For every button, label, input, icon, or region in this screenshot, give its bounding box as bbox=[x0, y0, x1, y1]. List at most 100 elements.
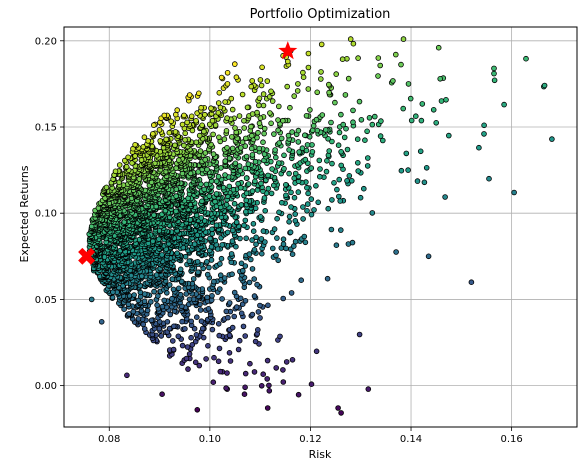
data-point bbox=[338, 410, 344, 416]
data-point bbox=[392, 51, 399, 58]
data-point bbox=[174, 250, 180, 257]
data-point bbox=[245, 181, 252, 187]
chart-title: Portfolio Optimization bbox=[250, 7, 391, 22]
data-point bbox=[205, 342, 211, 349]
data-point bbox=[173, 208, 179, 215]
data-point bbox=[295, 81, 301, 87]
data-point bbox=[317, 76, 324, 82]
data-point bbox=[349, 239, 356, 246]
data-point bbox=[240, 323, 247, 330]
data-point bbox=[88, 296, 95, 303]
data-point bbox=[325, 205, 332, 212]
data-point bbox=[375, 73, 381, 79]
data-point bbox=[329, 138, 335, 145]
data-point bbox=[159, 252, 165, 258]
data-point bbox=[326, 89, 332, 96]
data-point bbox=[213, 178, 220, 185]
data-point bbox=[243, 190, 250, 197]
data-point bbox=[249, 132, 255, 139]
data-point bbox=[185, 366, 191, 372]
data-point bbox=[170, 338, 176, 344]
data-point bbox=[216, 90, 223, 96]
data-point bbox=[217, 261, 223, 267]
data-point bbox=[308, 381, 315, 388]
data-point bbox=[207, 235, 213, 242]
data-point bbox=[289, 129, 295, 135]
data-point bbox=[491, 65, 497, 72]
data-point bbox=[272, 154, 279, 161]
data-point bbox=[273, 365, 280, 371]
data-point bbox=[194, 258, 201, 265]
data-point bbox=[302, 156, 309, 163]
data-point bbox=[295, 127, 302, 134]
data-point bbox=[231, 200, 238, 207]
data-point bbox=[243, 135, 249, 142]
data-point bbox=[256, 102, 262, 109]
data-point bbox=[339, 56, 346, 62]
data-point bbox=[243, 209, 249, 215]
data-point bbox=[252, 178, 258, 185]
data-point bbox=[166, 282, 173, 288]
data-point bbox=[226, 300, 233, 306]
data-point bbox=[314, 89, 321, 96]
data-point bbox=[288, 290, 295, 296]
data-point bbox=[249, 311, 256, 318]
data-point bbox=[369, 210, 376, 216]
data-point bbox=[292, 170, 299, 177]
data-point bbox=[257, 214, 264, 220]
data-point bbox=[265, 172, 271, 179]
data-point bbox=[242, 370, 249, 377]
data-point bbox=[344, 146, 351, 153]
y-axis-ticks: 0.00 0.05 0.10 0.15 0.20 bbox=[35, 36, 64, 392]
data-point bbox=[174, 107, 181, 113]
data-point bbox=[169, 276, 176, 282]
data-point bbox=[242, 263, 249, 269]
x-tick-label: 0.08 bbox=[98, 434, 120, 445]
data-point bbox=[153, 272, 160, 278]
data-point bbox=[188, 334, 194, 341]
data-point bbox=[213, 222, 220, 229]
data-point bbox=[148, 299, 154, 305]
data-point bbox=[443, 97, 449, 103]
data-point bbox=[403, 150, 410, 157]
data-point bbox=[338, 111, 344, 118]
data-point bbox=[203, 356, 209, 362]
data-point bbox=[261, 130, 267, 137]
data-point bbox=[150, 131, 156, 137]
data-point bbox=[224, 370, 230, 376]
data-point bbox=[228, 95, 235, 102]
data-point bbox=[318, 41, 325, 48]
data-point bbox=[275, 160, 282, 166]
data-point bbox=[408, 117, 415, 124]
data-point bbox=[206, 121, 213, 128]
data-point bbox=[274, 235, 280, 241]
data-point bbox=[216, 134, 222, 141]
data-point bbox=[268, 88, 274, 95]
data-point bbox=[272, 147, 278, 153]
data-point bbox=[255, 309, 262, 315]
data-point bbox=[325, 136, 331, 142]
data-point bbox=[151, 212, 157, 218]
data-point bbox=[328, 226, 335, 233]
data-point bbox=[417, 148, 424, 155]
data-point bbox=[278, 135, 285, 142]
data-point bbox=[218, 255, 225, 262]
data-point bbox=[491, 77, 498, 84]
data-point bbox=[304, 208, 310, 214]
data-point bbox=[280, 117, 286, 124]
data-point bbox=[232, 160, 239, 167]
data-point bbox=[243, 197, 250, 204]
data-point bbox=[258, 382, 265, 389]
data-point bbox=[269, 245, 276, 252]
data-point bbox=[150, 238, 156, 245]
data-point bbox=[215, 100, 222, 106]
data-point bbox=[468, 279, 475, 286]
data-point bbox=[219, 242, 226, 248]
data-point bbox=[295, 189, 302, 195]
data-point bbox=[182, 253, 189, 260]
data-point bbox=[173, 193, 179, 199]
data-point bbox=[251, 276, 258, 282]
data-point bbox=[177, 266, 184, 273]
data-point bbox=[216, 345, 223, 352]
data-point bbox=[175, 333, 182, 340]
